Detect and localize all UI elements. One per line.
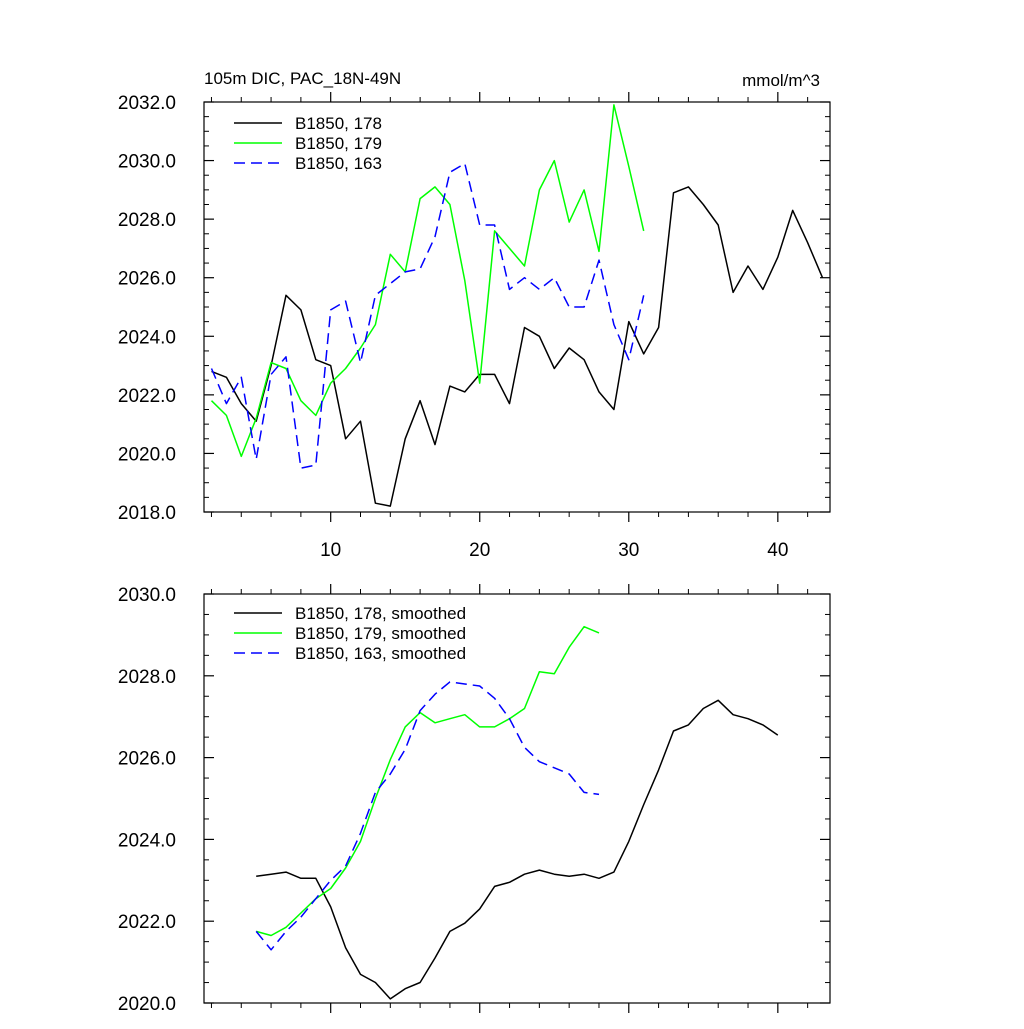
y-tick-label: 2022.0 xyxy=(118,386,176,407)
y-tick-label: 2018.0 xyxy=(118,503,176,524)
legend-label: B1850, 163 xyxy=(295,154,382,173)
series-line-2 xyxy=(210,104,645,458)
legend-label: B1850, 178 xyxy=(295,114,382,133)
y-tick-label: 2024.0 xyxy=(118,327,176,348)
top-line-chart: 105m DIC, PAC_18N-49N mmol/m^3 2018.0202… xyxy=(118,69,831,561)
y-tick-label: 2024.0 xyxy=(118,830,176,851)
y-tick-label: 2028.0 xyxy=(118,210,176,231)
chart-title: 105m DIC, PAC_18N-49N xyxy=(204,69,401,88)
y-tick-label: 2032.0 xyxy=(118,93,176,114)
y-tick-label: 2028.0 xyxy=(118,667,176,688)
y-tick-label: 2030.0 xyxy=(118,585,176,606)
y-tick-label: 2026.0 xyxy=(118,269,176,290)
legend-label: B1850, 179 xyxy=(295,134,382,153)
legend-label: B1850, 178, smoothed xyxy=(295,604,466,623)
y-tick-label: 2026.0 xyxy=(118,749,176,770)
x-tick-label: 20 xyxy=(469,540,490,561)
y-tick-label: 2022.0 xyxy=(118,912,176,933)
y-tick-label: 2030.0 xyxy=(118,152,176,173)
series-line-3 xyxy=(255,681,600,951)
series-line-1 xyxy=(256,699,779,1000)
y-tick-label: 2020.0 xyxy=(118,994,176,1015)
x-tick-label: 40 xyxy=(767,540,788,561)
y-tick-label: 2020.0 xyxy=(118,444,176,465)
series-line-2 xyxy=(256,625,600,937)
legend-label: B1850, 179, smoothed xyxy=(295,624,466,643)
x-tick-label: 30 xyxy=(618,540,639,561)
x-tick-label: 10 xyxy=(320,540,341,561)
bottom-line-chart: 2020.0 2022.0 2024.0 2026.0 2028.0 2030.0 B185… xyxy=(118,584,831,1015)
series-line-1 xyxy=(211,186,824,507)
series-line-3 xyxy=(210,162,645,469)
legend-label: B1850, 163, smoothed xyxy=(295,644,466,663)
units-label: mmol/m^3 xyxy=(742,71,820,90)
